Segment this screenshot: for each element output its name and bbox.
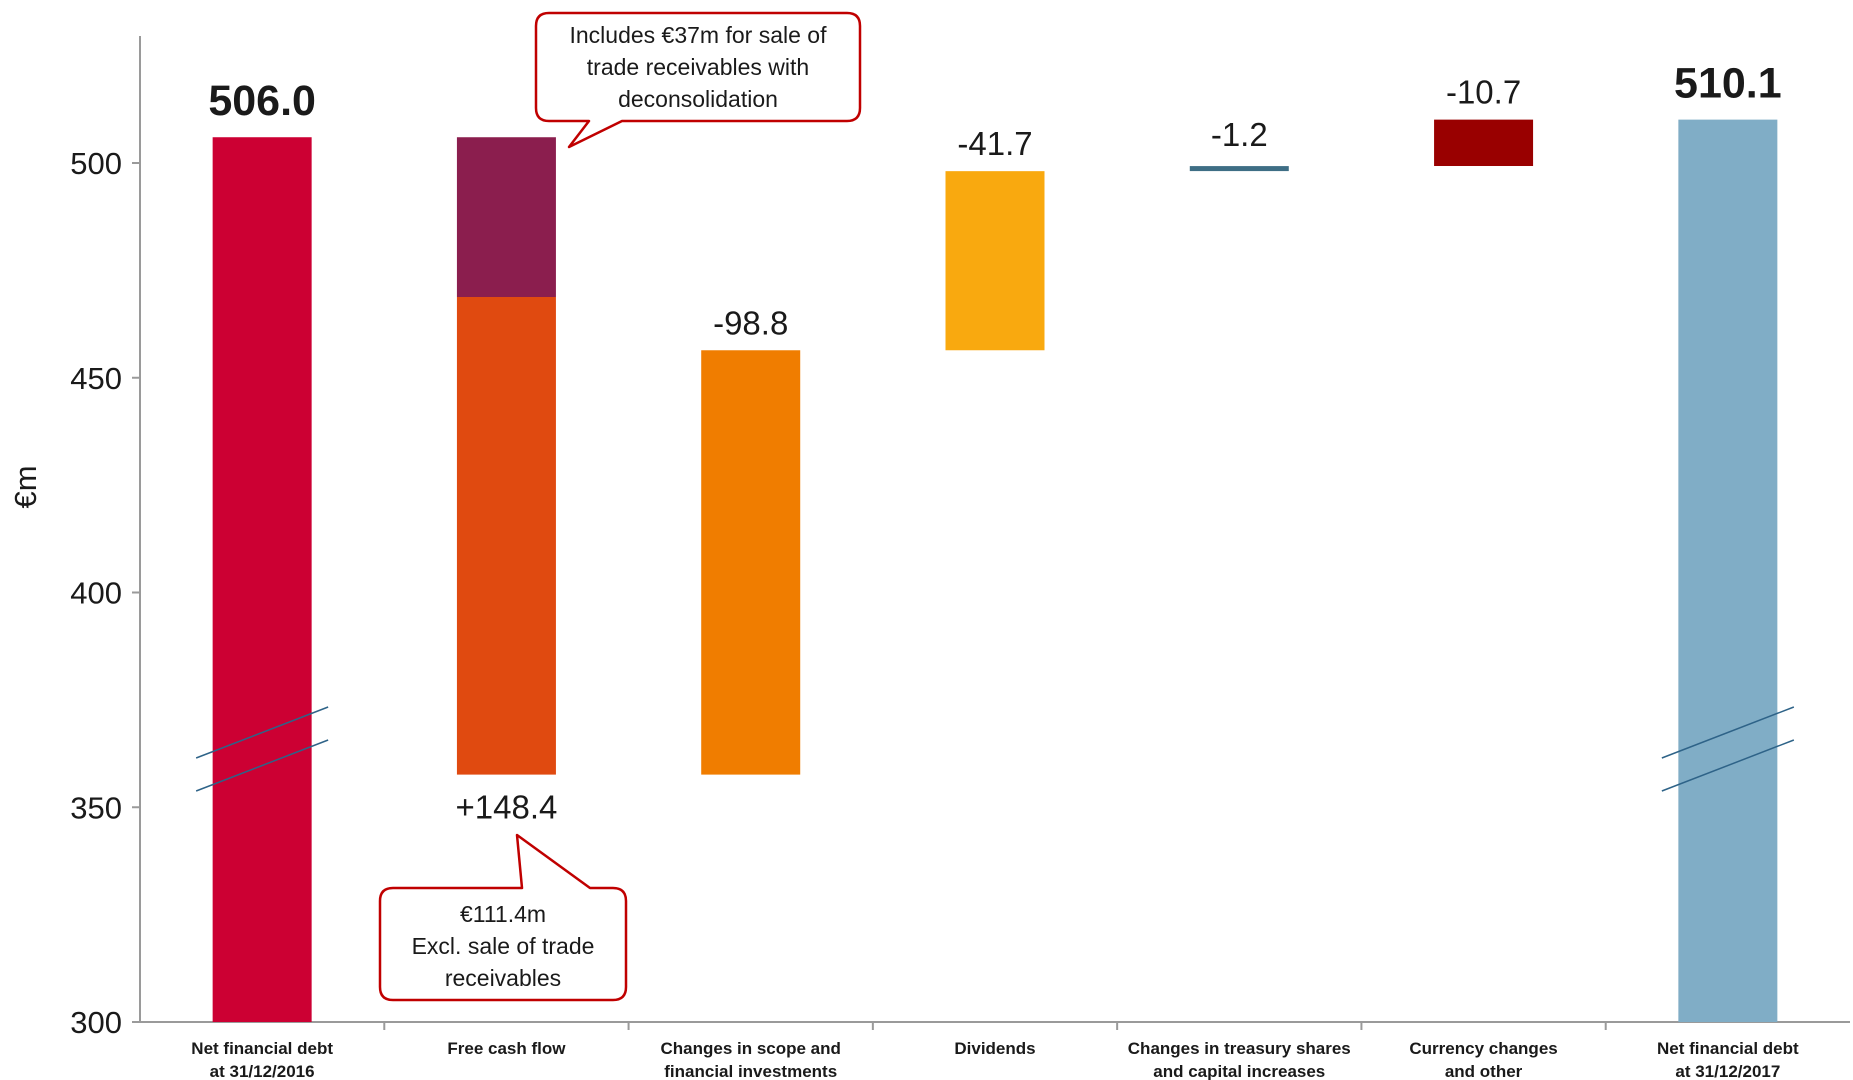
data-label: +148.4 [455, 789, 557, 826]
data-label: 510.1 [1674, 60, 1782, 108]
callout: Includes €37m for sale of trade receivabl… [534, 11, 862, 149]
data-label: -98.8 [713, 304, 788, 341]
bar [945, 171, 1045, 351]
axis-break-marks [195, 706, 1795, 792]
callout-text: Includes €37m for sale of trade receivabl… [570, 22, 828, 112]
bar-segment [456, 297, 556, 775]
y-tick-label: 350 [70, 790, 122, 825]
bar [212, 137, 312, 1023]
data-label: -41.7 [957, 125, 1032, 162]
category-label: Dividends [954, 1039, 1035, 1058]
data-label: -1.2 [1211, 116, 1268, 153]
y-axis: 300 350 400 450 500 [70, 36, 141, 1040]
axis-break-line [1661, 739, 1795, 792]
category-label: Net financial debt at 31/12/2017 [1657, 1039, 1799, 1080]
bar [1189, 166, 1289, 172]
y-axis-title: €m [8, 465, 43, 508]
callout-text: €111.4m Excl. sale of trade receivables [412, 901, 595, 991]
bar [1434, 119, 1534, 167]
callout: €111.4m Excl. sale of trade receivables [378, 833, 628, 1002]
bar-segment [456, 137, 556, 298]
axis-break-line [195, 739, 329, 792]
axis-break-line [1661, 706, 1795, 759]
x-axis: Net financial debt at 31/12/2016 Free cash… [140, 1021, 1850, 1080]
bar [701, 350, 801, 775]
y-tick-label: 400 [70, 576, 122, 611]
axis-break-line [195, 706, 329, 759]
callout-box [378, 833, 628, 1002]
bars [212, 119, 1778, 1023]
category-label: Net financial debt at 31/12/2016 [191, 1039, 333, 1080]
bar [1678, 119, 1778, 1023]
category-label: Changes in scope and financial investment… [660, 1039, 840, 1080]
category-label: Free cash flow [447, 1039, 566, 1058]
data-label: -10.7 [1446, 74, 1521, 111]
callouts: Includes €37m for sale of trade receivabl… [378, 11, 862, 1002]
category-label: Currency changes and other [1409, 1039, 1557, 1080]
data-label: 506.0 [208, 77, 316, 125]
callout-box [534, 11, 862, 149]
y-tick-label: 450 [70, 361, 122, 396]
category-label: Changes in treasury shares and capital in… [1128, 1039, 1351, 1080]
data-labels: 506.0 +148.4 -98.8 -41.7 -1.2 -10.7 510.1 [208, 60, 1781, 826]
y-tick-label: 500 [70, 146, 122, 181]
y-tick-label: 300 [70, 1005, 122, 1040]
